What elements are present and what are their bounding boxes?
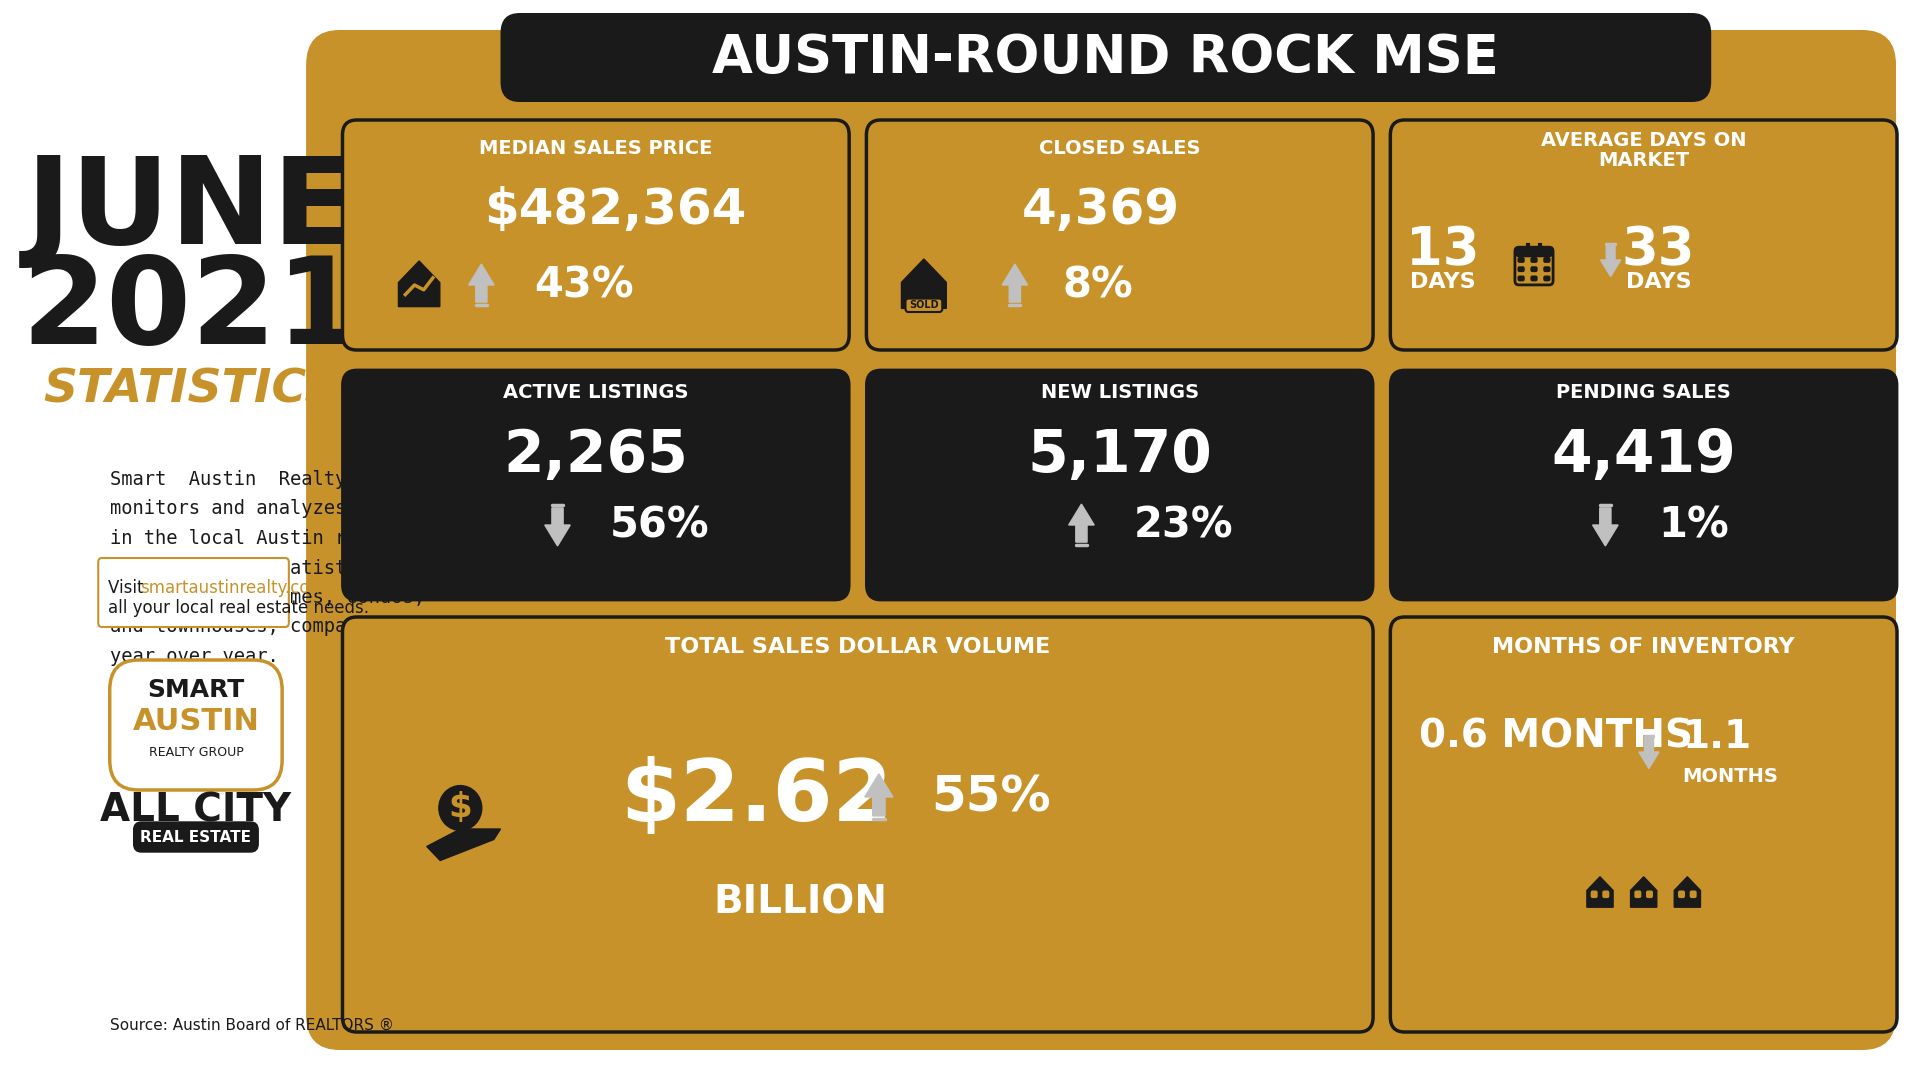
FancyBboxPatch shape <box>1530 267 1538 272</box>
FancyBboxPatch shape <box>1678 891 1686 899</box>
Circle shape <box>440 785 482 831</box>
Text: 55%: 55% <box>931 773 1050 821</box>
Polygon shape <box>545 508 570 545</box>
Text: all your local real estate needs.: all your local real estate needs. <box>108 599 369 617</box>
Text: MONTHS: MONTHS <box>1682 768 1778 786</box>
Text: 56%: 56% <box>611 504 710 546</box>
Text: SOLD: SOLD <box>908 300 939 310</box>
FancyBboxPatch shape <box>1517 267 1524 272</box>
Text: Source: Austin Board of REALTORS ®: Source: Austin Board of REALTORS ® <box>109 1017 394 1032</box>
Text: 5,170: 5,170 <box>1027 427 1212 484</box>
Text: Smart  Austin  Realty  Group
monitors and analyzes trends
in the local Austin re: Smart Austin Realty Group monitors and a… <box>109 470 470 666</box>
Text: 4,369: 4,369 <box>1021 186 1179 234</box>
FancyBboxPatch shape <box>342 370 849 600</box>
Text: AUSTIN-ROUND ROCK MSE: AUSTIN-ROUND ROCK MSE <box>712 32 1500 84</box>
Text: $482,364: $482,364 <box>484 186 747 234</box>
FancyBboxPatch shape <box>1544 275 1551 282</box>
FancyBboxPatch shape <box>501 13 1711 102</box>
Text: MONTHS OF INVENTORY: MONTHS OF INVENTORY <box>1492 637 1795 657</box>
Text: DAYS: DAYS <box>1626 272 1692 292</box>
FancyBboxPatch shape <box>866 370 1373 600</box>
FancyBboxPatch shape <box>109 660 282 789</box>
FancyBboxPatch shape <box>1544 267 1551 272</box>
Polygon shape <box>902 259 947 309</box>
Polygon shape <box>864 774 893 815</box>
Text: 4,419: 4,419 <box>1551 427 1736 484</box>
FancyBboxPatch shape <box>1517 257 1524 262</box>
Text: 8%: 8% <box>1064 264 1133 306</box>
Text: TOTAL SALES DOLLAR VOLUME: TOTAL SALES DOLLAR VOLUME <box>664 637 1050 657</box>
Text: 33: 33 <box>1622 224 1695 276</box>
Text: BILLION: BILLION <box>714 883 887 921</box>
Text: PENDING SALES: PENDING SALES <box>1557 382 1732 402</box>
FancyBboxPatch shape <box>1390 370 1897 600</box>
FancyBboxPatch shape <box>1645 891 1653 899</box>
FancyBboxPatch shape <box>1544 257 1551 262</box>
Polygon shape <box>1588 877 1613 907</box>
FancyBboxPatch shape <box>342 120 849 350</box>
FancyBboxPatch shape <box>1515 247 1553 285</box>
Text: smartaustinrealty.com: smartaustinrealty.com <box>140 579 326 597</box>
Polygon shape <box>1592 508 1619 545</box>
Text: $2.62: $2.62 <box>620 756 893 838</box>
Text: REALTY GROUP: REALTY GROUP <box>148 745 244 758</box>
Polygon shape <box>1630 877 1657 907</box>
Text: MARKET: MARKET <box>1597 150 1690 170</box>
Text: 1.1: 1.1 <box>1682 718 1751 756</box>
Text: Visit: Visit <box>108 579 148 597</box>
FancyBboxPatch shape <box>1530 275 1538 282</box>
Polygon shape <box>1640 739 1659 769</box>
FancyBboxPatch shape <box>134 822 257 852</box>
FancyBboxPatch shape <box>305 30 1897 1050</box>
Text: STATISTICS: STATISTICS <box>44 367 340 413</box>
FancyBboxPatch shape <box>866 120 1373 350</box>
Text: ACTIVE LISTINGS: ACTIVE LISTINGS <box>503 382 689 402</box>
Text: AUSTIN: AUSTIN <box>132 707 259 737</box>
FancyBboxPatch shape <box>342 617 1373 1032</box>
Text: 2021: 2021 <box>21 252 361 368</box>
Polygon shape <box>399 261 440 307</box>
FancyBboxPatch shape <box>906 298 943 312</box>
Text: 2,265: 2,265 <box>503 427 687 484</box>
Text: SMART: SMART <box>148 678 244 702</box>
Text: NEW LISTINGS: NEW LISTINGS <box>1041 382 1198 402</box>
Text: $: $ <box>449 792 472 824</box>
Polygon shape <box>1674 877 1701 907</box>
Polygon shape <box>1002 265 1027 302</box>
FancyBboxPatch shape <box>1530 257 1538 262</box>
FancyBboxPatch shape <box>1603 891 1609 899</box>
Text: ALL CITY: ALL CITY <box>100 791 292 829</box>
Polygon shape <box>468 265 493 302</box>
FancyBboxPatch shape <box>1517 275 1524 282</box>
Text: 43%: 43% <box>534 264 634 306</box>
FancyBboxPatch shape <box>1690 891 1697 899</box>
Text: 1%: 1% <box>1659 504 1728 546</box>
FancyBboxPatch shape <box>1517 248 1551 257</box>
FancyBboxPatch shape <box>98 558 288 627</box>
Text: REAL ESTATE: REAL ESTATE <box>140 829 252 845</box>
Polygon shape <box>1601 246 1620 276</box>
Text: CLOSED SALES: CLOSED SALES <box>1039 138 1200 158</box>
FancyBboxPatch shape <box>1390 120 1897 350</box>
FancyBboxPatch shape <box>1590 891 1597 899</box>
Polygon shape <box>426 829 501 861</box>
Text: JUNE: JUNE <box>25 151 357 269</box>
Text: AVERAGE DAYS ON: AVERAGE DAYS ON <box>1542 131 1747 149</box>
Polygon shape <box>1069 504 1094 542</box>
Text: MEDIAN SALES PRICE: MEDIAN SALES PRICE <box>480 138 712 158</box>
Text: 23%: 23% <box>1135 504 1235 546</box>
FancyBboxPatch shape <box>1634 891 1642 899</box>
Text: 0.6 MONTHS: 0.6 MONTHS <box>1419 718 1693 756</box>
FancyBboxPatch shape <box>1390 617 1897 1032</box>
Text: 13: 13 <box>1405 224 1480 276</box>
Text: DAYS: DAYS <box>1409 272 1476 292</box>
